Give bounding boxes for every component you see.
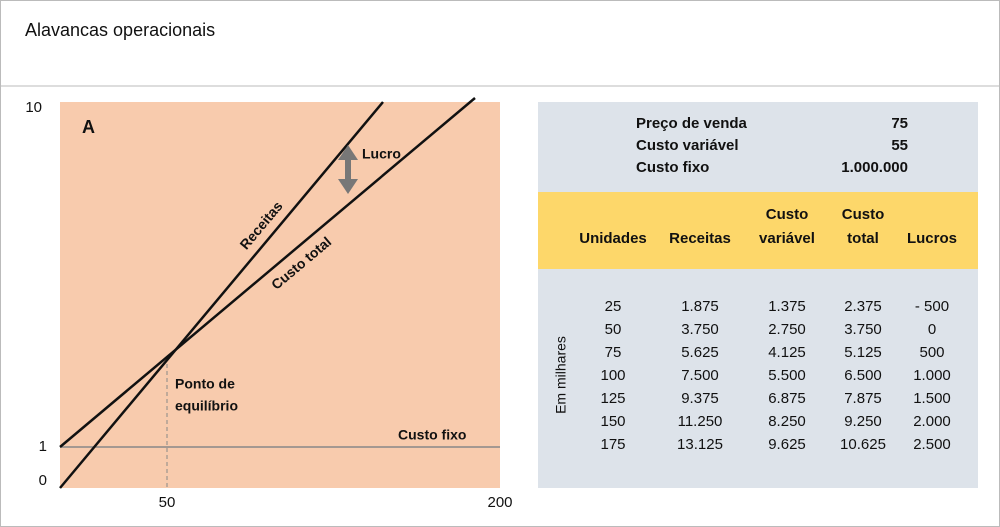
table-cell: 10.625 [840,436,886,453]
table-cell: 25 [605,298,622,315]
table-cell: 3.750 [844,321,882,338]
table-cell: 7.500 [681,367,719,384]
param-value: 75 [891,115,908,132]
table-cell: 6.875 [768,390,806,407]
table-header-band [538,192,978,269]
column-header: total [847,230,879,247]
table-cell: 150 [600,413,625,430]
table-cell: 1.500 [913,390,951,407]
table-cell: 6.500 [844,367,882,384]
table-cell: 2.000 [913,413,951,430]
table-cell: 4.125 [768,344,806,361]
table-cell: 8.250 [768,413,806,430]
table-cell: 9.250 [844,413,882,430]
table-cell: 3.750 [681,321,719,338]
column-header: Custo [842,206,885,223]
table-cell: 1.000 [913,367,951,384]
revenue-line [59,101,384,489]
unit-note: Em milhares [553,336,569,414]
param-label: Custo fixo [636,159,709,176]
table-cell: 500 [919,344,944,361]
table-cell: 5.500 [768,367,806,384]
table-cell: 2.500 [913,436,951,453]
y-label: 1 [39,438,47,455]
table-cell: 0 [928,321,936,338]
param-label: Custo variável [636,137,739,154]
table-cell: 175 [600,436,625,453]
column-header: Receitas [669,230,731,247]
table-cell: 2.750 [768,321,806,338]
profit-label: Lucro [362,146,401,162]
profit-arrow [338,145,358,194]
table-cell: 75 [605,344,622,361]
column-header: Custo [766,206,809,223]
table-cell: 1.375 [768,298,806,315]
table-cell: 100 [600,367,625,384]
panel-label: A [82,117,95,137]
column-header: Unidades [579,230,647,247]
fixed-cost-label: Custo fixo [398,427,466,443]
y-label: 10 [25,99,42,116]
breakeven-label: equilíbrio [175,398,238,414]
table-cell: 2.375 [844,298,882,315]
param-value: 1.000.000 [841,159,908,176]
table-cell: 7.875 [844,390,882,407]
param-value: 55 [891,137,908,154]
table-cell: 5.625 [681,344,719,361]
y-label: 0 [39,472,47,489]
x-label: 50 [159,494,176,511]
column-header: variável [759,230,815,247]
table-cell: - 500 [915,298,949,315]
table-cell: 5.125 [844,344,882,361]
table-cell: 125 [600,390,625,407]
table-cell: 1.875 [681,298,719,315]
column-header: Lucros [907,230,957,247]
table-cell: 11.250 [678,413,723,430]
breakeven-label: Ponto de [175,376,235,392]
table-cell: 50 [605,321,622,338]
param-label: Preço de venda [636,115,748,132]
x-label: 200 [487,494,512,511]
table-cell: 9.625 [768,436,806,453]
total-cost-line [59,97,476,448]
table-cell: 13.125 [677,436,723,453]
table-panel [538,102,978,488]
chart-area [60,102,500,488]
title: Alavancas operacionais [25,20,215,40]
table-cell: 9.375 [681,390,719,407]
